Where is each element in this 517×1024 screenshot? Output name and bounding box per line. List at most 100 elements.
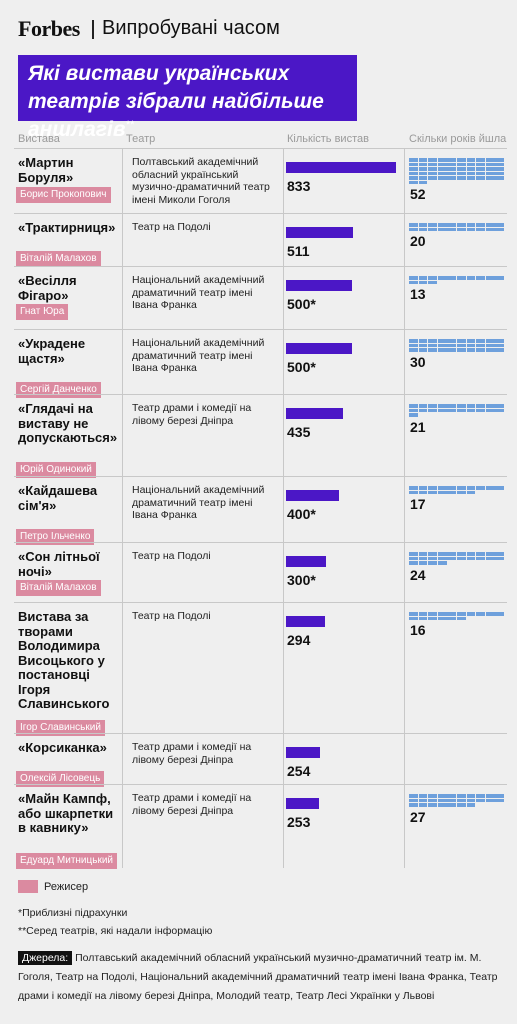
year-block [437,158,447,162]
year-block [418,612,428,616]
year-block [428,223,437,227]
years-blocks [409,794,505,807]
year-block [495,404,505,408]
shows-bar [286,408,343,419]
year-block [418,616,428,620]
shows-count: 435 [287,424,311,440]
years-blocks [409,552,505,565]
director-label: Сергій Данченко [16,379,101,398]
year-block [456,616,466,620]
shows-count: 253 [287,814,311,830]
shows-count: 400* [287,506,316,522]
year-block [495,158,505,162]
year-block [409,180,418,184]
year-block [409,616,418,620]
shows-count: 833 [287,178,311,194]
year-block [456,227,466,231]
year-block [456,158,466,162]
row-divider [14,784,507,785]
play-title: «Украдене щастя» [18,336,86,366]
year-block [466,176,476,180]
year-block [437,276,447,280]
director-label: Едуард Митницький [16,850,117,869]
years-blocks [409,486,505,494]
year-block [466,408,476,412]
theater-name: Театр драми і комедії на лівому березі Д… [132,792,252,817]
forbes-logo[interactable]: Forbes [18,16,80,41]
year-block [447,343,457,347]
section-title[interactable]: Випробувані часом [102,17,280,39]
play-title: «Майн Кампф, або шкарпетки в кавнику» [18,791,114,835]
play-title: «Мартин Боруля» [18,155,74,185]
year-block [428,162,437,166]
director-name: Юрій Одинокий [16,462,96,478]
year-block [409,556,418,560]
year-block [447,223,457,227]
column-divider [404,148,405,868]
year-block [418,803,428,807]
column-divider [283,148,284,868]
year-block [418,408,428,412]
year-block [476,343,485,347]
year-block [447,556,457,560]
year-block [428,552,437,556]
year-block [476,227,485,231]
year-block [447,612,457,616]
year-block [495,162,505,166]
row-divider [14,602,507,603]
year-block [409,162,418,166]
play-title: «Трактирниця» [18,220,116,235]
year-block [447,798,457,802]
year-block [428,408,437,412]
sources-text: Полтавський академічний обласний українс… [18,952,498,1002]
row-divider [14,733,507,734]
year-block [428,176,437,180]
year-block [476,408,485,412]
row-divider [14,213,507,214]
year-block [428,612,437,616]
year-block [437,339,447,343]
year-block [428,803,437,807]
year-block [485,227,495,231]
director-name: Сергій Данченко [16,382,101,398]
year-block [447,803,457,807]
year-block [485,162,495,166]
year-block [409,413,418,417]
year-block [437,343,447,347]
year-block [428,227,437,231]
years-blocks [409,339,505,352]
column-header-theater: Театр [126,133,156,145]
year-block [447,167,457,171]
year-block [466,486,476,490]
year-block [428,404,437,408]
year-block [476,404,485,408]
director-label: Ігор Славинський [16,717,105,736]
title-footnote-mark: ** [125,119,135,131]
theater-name: Театр на Подолі [132,550,211,562]
row-divider [14,476,507,477]
year-block [466,348,476,352]
year-block [485,176,495,180]
years-blocks [409,158,505,184]
note-among-theaters: **Серед театрів, які надали інформацію [18,925,213,937]
year-block [476,176,485,180]
chart-title-text: Які вистави українських театрів зібрали … [28,62,324,141]
year-block [495,408,505,412]
row-divider [14,542,507,543]
years-count: 21 [410,418,426,435]
shows-bar [286,798,319,809]
year-block [428,280,437,284]
year-block [428,616,437,620]
year-block [456,552,466,556]
year-block [466,158,476,162]
year-block [409,794,418,798]
year-block [447,162,457,166]
director-label: Віталій Малахов [16,577,101,596]
year-block [437,408,447,412]
year-block [437,490,447,494]
year-block [418,280,428,284]
year-block [447,339,457,343]
play-title: «Весілля Фігаро» [18,273,77,303]
year-block [428,561,437,565]
shows-bar [286,280,352,291]
